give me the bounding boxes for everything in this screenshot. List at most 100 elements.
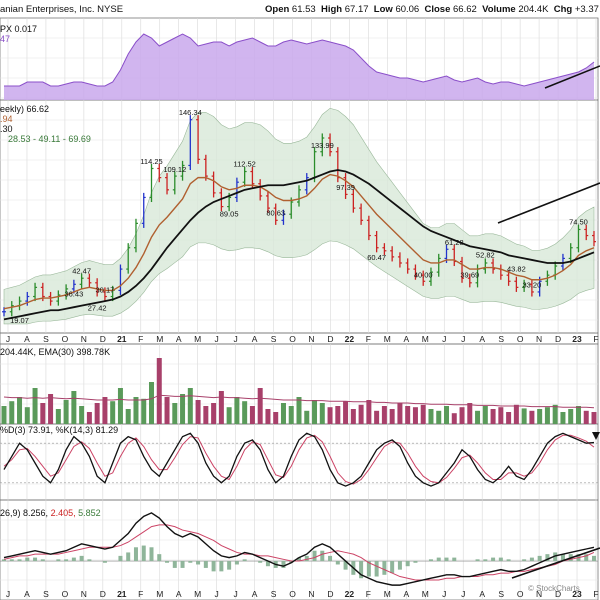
volume-bar	[1, 406, 7, 424]
macd-histogram-bar	[2, 559, 6, 562]
relative-strength-sub: 47	[0, 34, 11, 44]
volume-bar	[187, 388, 193, 424]
macd-histogram-bar	[522, 559, 527, 562]
volume-bar	[17, 397, 23, 424]
macd-histogram-bar	[25, 557, 30, 562]
x-tick-label: O	[289, 334, 296, 344]
x-tick-label: D	[555, 334, 561, 344]
volume-bar	[397, 403, 403, 424]
x-tick-label: D	[327, 334, 333, 344]
x-tick-label: A	[176, 334, 182, 344]
ema-slow-line	[3, 169, 595, 321]
price-annotation: 109.12	[163, 165, 186, 174]
volume-bar	[335, 406, 341, 424]
volume-bar	[172, 403, 178, 424]
price-panel-label: eekly) 66.62	[0, 104, 50, 114]
x-tick-label: 22	[345, 334, 355, 344]
volume-bar	[257, 388, 263, 424]
macd-histogram-bar	[312, 550, 317, 562]
volume-bar	[405, 406, 411, 424]
x-tick-label: S	[498, 334, 504, 344]
macd-histogram-bar	[343, 561, 348, 570]
volume-bar	[319, 403, 325, 424]
watermark: © StockCharts	[528, 584, 580, 593]
volume-bar	[156, 358, 162, 424]
price-annotation: 133.99	[311, 141, 334, 150]
volume-bar	[40, 403, 46, 424]
panel-frame-sto	[0, 423, 599, 501]
macd-histogram-bar	[328, 555, 333, 562]
x-tick-label: J	[233, 334, 237, 344]
macd-trendline	[511, 547, 600, 579]
volume-bar	[110, 401, 116, 424]
relative-strength-area	[4, 34, 594, 100]
macd-histogram-bar	[165, 561, 170, 563]
x-tick-label: A	[403, 334, 409, 344]
price-annotation: 52.82	[476, 251, 495, 260]
volume-bar	[79, 406, 85, 424]
volume-bar	[164, 397, 170, 424]
ema-fast-value: .94	[0, 114, 13, 124]
macd-histogram-bar	[126, 552, 131, 562]
volume-bar	[568, 409, 574, 424]
x-tick-label-bottom: A	[176, 589, 182, 599]
macd-histogram-bar	[405, 561, 410, 567]
volume-bar	[149, 382, 154, 424]
stoch-k-line	[3, 432, 595, 487]
x-tick-label: O	[62, 334, 69, 344]
price-annotation: 42.47	[72, 267, 91, 276]
volume-bar	[9, 401, 15, 424]
volume-bar	[583, 410, 589, 424]
macd-histogram-bar	[553, 552, 558, 562]
macd-histogram-bar	[359, 561, 364, 579]
relative-trendline	[544, 65, 600, 89]
x-tick-label-bottom: D	[100, 589, 106, 599]
volume-bar	[32, 388, 38, 424]
macd-histogram-bar	[483, 559, 488, 562]
x-tick-label-bottom: 22	[345, 589, 355, 599]
macd-histogram-bar	[506, 559, 511, 562]
x-tick-label: M	[384, 334, 391, 344]
panel-frame-macd	[0, 499, 599, 600]
volume-bar	[141, 398, 147, 424]
relative-strength-line	[4, 33, 595, 87]
price-annotation: 114.25	[140, 157, 162, 166]
chart-title: anian Enterprises, Inc. NYSE	[0, 4, 124, 15]
x-tick-label: J	[442, 334, 446, 344]
macd-histogram-bar	[149, 547, 154, 562]
x-tick-label: N	[81, 334, 87, 344]
price-annotation: 33.20	[523, 281, 542, 290]
x-tick-label-bottom: M	[422, 589, 429, 599]
price-annotation: 30.17	[96, 285, 115, 294]
volume-bar	[358, 404, 364, 424]
volume-bar	[420, 404, 426, 424]
volume-bar	[475, 410, 481, 424]
x-tick-label-bottom: S	[498, 589, 504, 599]
macd-histogram-bar	[71, 557, 76, 562]
macd-histogram-bar	[133, 547, 138, 562]
macd-histogram-bar	[33, 557, 38, 562]
volume-bar	[366, 400, 372, 424]
price-annotation: 19.07	[10, 316, 29, 325]
price-annotation: 80.63	[266, 208, 285, 217]
volume-bar	[544, 407, 550, 424]
volume-bar	[249, 406, 255, 424]
macd-histogram-bar	[529, 557, 534, 562]
macd-histogram-bar	[258, 561, 263, 563]
macd-histogram-bar	[172, 561, 177, 568]
macd-histogram-bar	[211, 561, 216, 572]
bollinger-label: 28.53 - 49.11 - 69.69	[8, 134, 91, 144]
price-annotation: 39.69	[460, 271, 479, 280]
macd-histogram-bar	[413, 561, 418, 563]
macd-histogram-bar	[545, 554, 550, 562]
x-tick-label: F	[366, 334, 371, 344]
macd-histogram-bar	[188, 561, 193, 563]
macd-histogram-bar	[79, 555, 84, 562]
x-tick-label: N	[308, 334, 314, 344]
volume-bar	[117, 388, 123, 424]
volume-bar	[48, 394, 54, 424]
volume-bar	[265, 409, 271, 424]
volume-bar	[94, 403, 100, 424]
x-tick-label-bottom: J	[461, 589, 465, 599]
